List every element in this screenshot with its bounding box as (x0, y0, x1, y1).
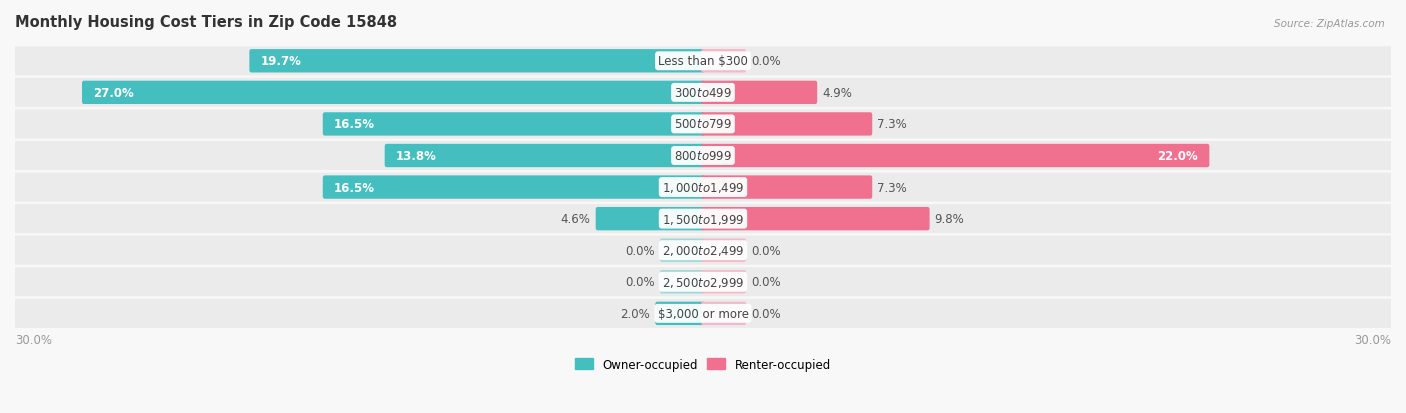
FancyBboxPatch shape (13, 142, 1393, 171)
Text: 0.0%: 0.0% (751, 275, 780, 289)
Text: 30.0%: 30.0% (1354, 333, 1391, 346)
Text: $3,000 or more: $3,000 or more (658, 307, 748, 320)
FancyBboxPatch shape (323, 113, 704, 136)
Text: 2.0%: 2.0% (620, 307, 650, 320)
Text: 13.8%: 13.8% (395, 150, 437, 163)
Text: 16.5%: 16.5% (333, 118, 375, 131)
FancyBboxPatch shape (702, 302, 747, 325)
Text: 4.6%: 4.6% (561, 213, 591, 225)
Text: $1,500 to $1,999: $1,500 to $1,999 (662, 212, 744, 226)
FancyBboxPatch shape (249, 50, 704, 73)
FancyBboxPatch shape (596, 207, 704, 231)
FancyBboxPatch shape (82, 81, 704, 105)
Text: Source: ZipAtlas.com: Source: ZipAtlas.com (1274, 19, 1385, 28)
Text: $1,000 to $1,499: $1,000 to $1,499 (662, 180, 744, 195)
FancyBboxPatch shape (702, 113, 872, 136)
Legend: Owner-occupied, Renter-occupied: Owner-occupied, Renter-occupied (571, 353, 835, 375)
Text: Monthly Housing Cost Tiers in Zip Code 15848: Monthly Housing Cost Tiers in Zip Code 1… (15, 15, 396, 30)
Text: 7.3%: 7.3% (877, 118, 907, 131)
Text: 19.7%: 19.7% (260, 55, 301, 68)
Text: 0.0%: 0.0% (751, 55, 780, 68)
FancyBboxPatch shape (385, 145, 704, 168)
FancyBboxPatch shape (13, 78, 1393, 108)
Text: $2,500 to $2,999: $2,500 to $2,999 (662, 275, 744, 289)
Text: 0.0%: 0.0% (626, 244, 655, 257)
FancyBboxPatch shape (13, 236, 1393, 265)
FancyBboxPatch shape (323, 176, 704, 199)
FancyBboxPatch shape (702, 176, 872, 199)
FancyBboxPatch shape (655, 302, 704, 325)
Text: $500 to $799: $500 to $799 (673, 118, 733, 131)
Text: 30.0%: 30.0% (15, 333, 52, 346)
FancyBboxPatch shape (702, 271, 747, 294)
Text: $2,000 to $2,499: $2,000 to $2,499 (662, 244, 744, 258)
FancyBboxPatch shape (659, 271, 704, 294)
Text: 27.0%: 27.0% (93, 87, 134, 100)
FancyBboxPatch shape (702, 50, 747, 73)
Text: $800 to $999: $800 to $999 (673, 150, 733, 163)
Text: 22.0%: 22.0% (1157, 150, 1198, 163)
Text: $300 to $499: $300 to $499 (673, 87, 733, 100)
FancyBboxPatch shape (13, 173, 1393, 202)
Text: 0.0%: 0.0% (626, 275, 655, 289)
FancyBboxPatch shape (13, 268, 1393, 297)
FancyBboxPatch shape (659, 239, 704, 262)
FancyBboxPatch shape (702, 239, 747, 262)
Text: 0.0%: 0.0% (751, 244, 780, 257)
FancyBboxPatch shape (13, 204, 1393, 234)
FancyBboxPatch shape (13, 110, 1393, 139)
Text: 0.0%: 0.0% (751, 307, 780, 320)
FancyBboxPatch shape (702, 145, 1209, 168)
FancyBboxPatch shape (702, 207, 929, 231)
Text: 9.8%: 9.8% (935, 213, 965, 225)
FancyBboxPatch shape (13, 299, 1393, 328)
Text: 4.9%: 4.9% (823, 87, 852, 100)
FancyBboxPatch shape (702, 81, 817, 105)
FancyBboxPatch shape (13, 47, 1393, 76)
Text: 7.3%: 7.3% (877, 181, 907, 194)
Text: 16.5%: 16.5% (333, 181, 375, 194)
Text: Less than $300: Less than $300 (658, 55, 748, 68)
